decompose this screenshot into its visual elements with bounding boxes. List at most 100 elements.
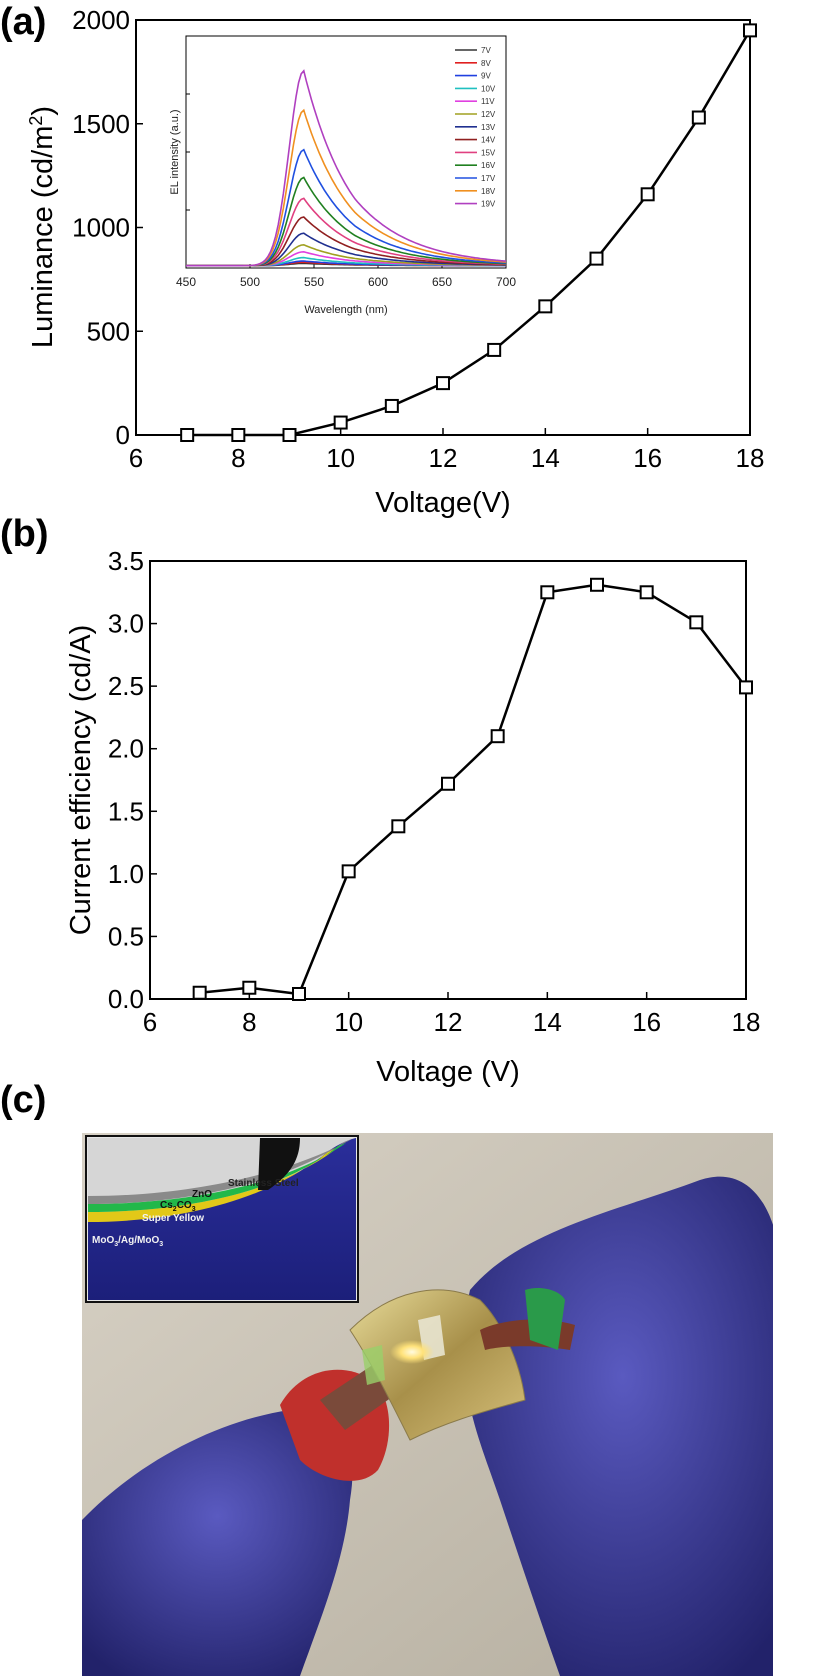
device-photo: Stainless Steel ZnO Cs2CO3 Super Yellow … [82, 1133, 773, 1676]
inset-axes: 450 500 550 600 650 700 [176, 93, 516, 289]
luminance-y-tick-label: 1000 [72, 213, 130, 243]
efficiency-data-point [689, 615, 704, 630]
layer-super-yellow [88, 1146, 340, 1222]
luminance-x-tick-label: 8 [231, 443, 245, 473]
panel-c-label: (c) [0, 1079, 46, 1121]
luminance-series-line [187, 29, 752, 437]
inset-x-tick-label: 450 [176, 275, 196, 289]
efficiency-data-point [341, 864, 356, 879]
inset-legend-label: 10V [481, 84, 496, 93]
efficiency-y-tick-label: 0.5 [108, 921, 144, 951]
efficiency-data-point [391, 819, 406, 834]
efficiency-x-axis-label: Voltage (V) [376, 1056, 519, 1088]
layer-cs2co3 [88, 1143, 346, 1212]
inset-legend-label: 11V [481, 97, 495, 106]
inset-x-axis-label: Wavelength (nm) [304, 304, 387, 316]
inset-x-tick-label: 500 [240, 275, 260, 289]
luminance-x-axis-label: Voltage(V) [375, 487, 510, 519]
luminance-data-point [231, 428, 246, 442]
inset-legend-label: 15V [481, 148, 496, 157]
inset-legend-label: 8V [481, 59, 491, 68]
efficiency-data-point [739, 680, 753, 695]
luminance-data-point [436, 376, 450, 391]
efficiency-chart: 6 8 10 12 14 16 18 0.0 0.5 1.0 1.5 2.0 2.5 3.0 3.5 Vol… [65, 546, 760, 1088]
inset-legend-label: 18V [481, 187, 496, 196]
inset-legend-label: 19V [481, 200, 496, 209]
luminance-y-tick-label: 2000 [72, 5, 130, 35]
luminance-data-point [640, 187, 655, 202]
luminance-x-tick-label: 18 [736, 443, 765, 473]
efficiency-data-point [490, 729, 505, 744]
efficiency-data-point [639, 585, 654, 600]
luminance-data-point [282, 428, 297, 442]
efficiency-x-tick-label: 6 [143, 1007, 157, 1037]
luminance-y-tick-label: 0 [116, 420, 130, 450]
efficiency-data-point [441, 776, 455, 791]
inset-legend-label: 7V [481, 46, 491, 55]
efficiency-data-point [192, 985, 207, 1000]
efficiency-series-line [199, 583, 747, 996]
inset-x-tick-label: 550 [304, 275, 324, 289]
luminance-data-point [333, 415, 348, 430]
efficiency-y-tick-label: 2.0 [108, 734, 144, 764]
efficiency-data-point [292, 986, 306, 1001]
luminance-data-point [589, 251, 604, 266]
right-clip-handle [525, 1288, 565, 1350]
panel-a-label: (a) [0, 1, 46, 43]
luminance-x-tick-label: 10 [326, 443, 355, 473]
luminance-axes: 6 8 10 12 14 16 18 0 500 1000 1500 2000 [72, 5, 764, 473]
film-electrode-left [362, 1345, 385, 1385]
layer-label-super-yellow: Super Yellow [142, 1213, 204, 1224]
panel-b-label: (b) [0, 513, 49, 555]
stainless-steel-rod [258, 1138, 300, 1190]
efficiency-data-point [242, 980, 257, 995]
luminance-y-tick-label: 500 [87, 316, 130, 346]
emission-spot [390, 1340, 434, 1364]
efficiency-y-tick-label: 3.5 [108, 546, 144, 576]
luminance-x-tick-label: 16 [633, 443, 662, 473]
efficiency-x-tick-label: 8 [242, 1007, 256, 1037]
luminance-x-tick-label: 12 [429, 443, 458, 473]
efficiency-y-tick-label: 3.0 [108, 609, 144, 639]
luminance-data-point [538, 299, 553, 314]
layer-zno [88, 1139, 352, 1204]
inset-x-tick-label: 600 [368, 275, 388, 289]
efficiency-y-tick-label: 2.5 [108, 671, 144, 701]
efficiency-x-tick-label: 18 [732, 1007, 761, 1037]
layer-label-cs2co3: Cs2CO3 [160, 1200, 196, 1213]
efficiency-x-tick-label: 16 [632, 1007, 661, 1037]
layer-moo3-ag-moo3 [88, 1138, 356, 1300]
inset-y-axis-label: EL intensity (a.u.) [169, 109, 181, 194]
efficiency-y-axis-label: Current efficiency (cd/A) [65, 625, 97, 936]
efficiency-y-tick-label: 1.0 [108, 859, 144, 889]
luminance-y-tick-label: 1500 [72, 109, 130, 139]
layer-label-moo3-ag-moo3: MoO3/Ag/MoO3 [92, 1235, 163, 1248]
luminance-data-point [487, 342, 502, 357]
efficiency-data-point [590, 577, 604, 592]
inset-spectra [186, 69, 507, 267]
efficiency-x-tick-label: 12 [434, 1007, 463, 1037]
luminance-data-point [743, 23, 757, 38]
inset-legend-label: 9V [481, 72, 491, 81]
luminance-data-point [384, 398, 399, 413]
luminance-data-point [180, 428, 195, 442]
efficiency-x-tick-label: 10 [334, 1007, 363, 1037]
luminance-x-tick-label: 14 [531, 443, 560, 473]
inset-legend-label: 12V [481, 110, 496, 119]
inset-legend-label: 17V [481, 174, 496, 183]
inset-legend: 7V 8V 9V 10V 11V 12V 13V 14V 15V 16V 17V 18V 19V [455, 46, 496, 209]
efficiency-axes: 6 8 10 12 14 16 18 0.0 0.5 1.0 1.5 2.0 2.5 3.0 3.5 [108, 546, 761, 1037]
inset-x-tick-label: 700 [496, 275, 516, 289]
el-spectra-inset: 450 500 550 600 650 700 7V 8V 9V 10V 11V 12V 13V 14V… [169, 35, 516, 316]
device-structure-inset: Stainless Steel ZnO Cs2CO3 Super Yellow … [85, 1135, 359, 1303]
flexible-oled-film [349, 1289, 526, 1441]
luminance-data-point [691, 110, 706, 125]
inset-legend-label: 14V [481, 136, 496, 145]
efficiency-data-point [540, 585, 555, 600]
efficiency-y-tick-label: 0.0 [108, 984, 144, 1014]
efficiency-x-tick-label: 14 [533, 1007, 562, 1037]
luminance-series [180, 23, 757, 442]
efficiency-y-tick-label: 1.5 [108, 796, 144, 826]
